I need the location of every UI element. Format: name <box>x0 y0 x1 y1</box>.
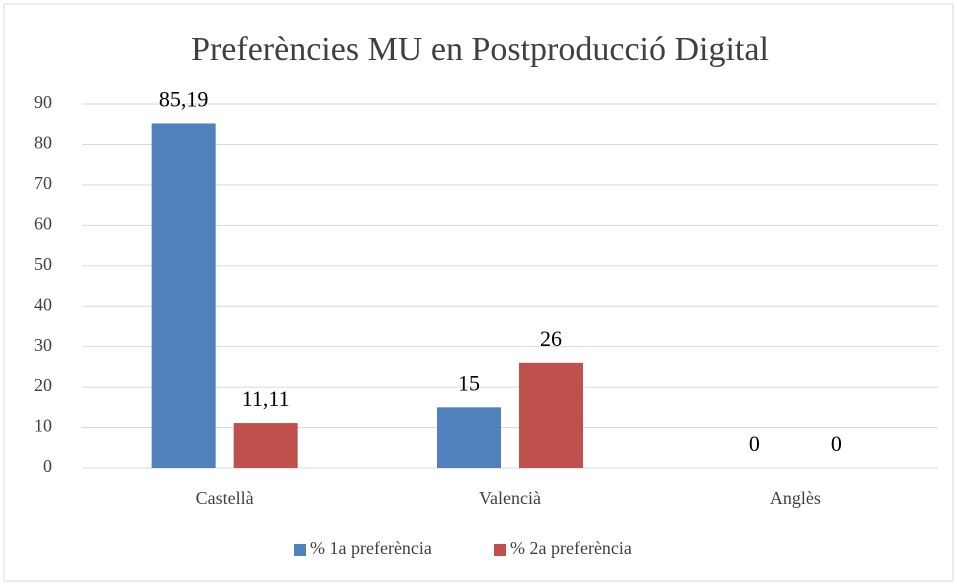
y-tick-label: 0 <box>43 456 52 476</box>
y-tick-label: 70 <box>34 173 52 193</box>
value-label: 0 <box>831 431 842 456</box>
value-label: 11,11 <box>242 386 290 411</box>
y-tick-label: 90 <box>34 92 52 112</box>
legend-swatch <box>494 544 506 556</box>
y-tick-label: 30 <box>34 335 52 355</box>
x-tick-label: Castellà <box>196 488 254 508</box>
value-label: 26 <box>540 326 562 351</box>
y-tick-label: 20 <box>34 375 52 395</box>
legend-label: % 2a preferència <box>510 538 632 558</box>
legend-label: % 1a preferència <box>310 538 432 558</box>
bar <box>519 362 583 468</box>
chart-title: Preferències MU en Postproducció Digital <box>191 31 769 68</box>
value-label: 0 <box>749 431 760 456</box>
y-tick-label: 60 <box>34 213 52 233</box>
y-tick-label: 50 <box>34 254 52 274</box>
x-tick-label: Valencià <box>479 488 541 508</box>
bar <box>233 423 298 468</box>
x-tick-label: Anglès <box>770 488 821 508</box>
bar <box>437 407 501 468</box>
value-label: 15 <box>458 370 480 395</box>
y-tick-label: 10 <box>34 416 52 436</box>
legend-swatch <box>294 544 306 556</box>
y-tick-label: 40 <box>34 294 52 314</box>
y-tick-label: 80 <box>34 133 52 153</box>
bar <box>151 123 216 468</box>
value-label: 85,19 <box>159 87 209 112</box>
